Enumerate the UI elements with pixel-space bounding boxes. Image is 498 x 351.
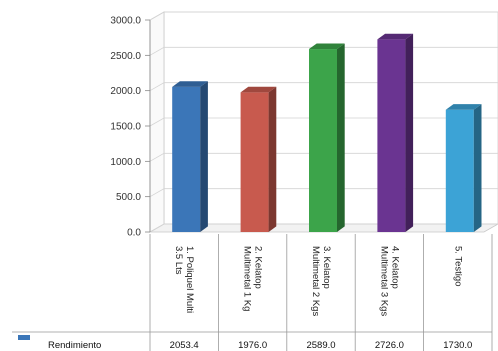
y-tick-label: 2500.0 bbox=[110, 51, 141, 62]
y-tick-label: 1500.0 bbox=[110, 122, 141, 133]
category-label: Multimetal 1 Kg bbox=[242, 246, 253, 311]
category-label: 2. Kelatop bbox=[253, 246, 264, 289]
bar-top bbox=[445, 104, 482, 110]
y-tick-label: 500.0 bbox=[116, 192, 141, 203]
bar bbox=[309, 43, 345, 232]
y-tick-label: 0.0 bbox=[127, 228, 141, 239]
bar bbox=[240, 86, 277, 232]
bar-top bbox=[377, 33, 414, 40]
bars bbox=[172, 33, 482, 233]
bar-side bbox=[337, 43, 345, 232]
category-label: Multimetal 3 Kgs bbox=[378, 246, 389, 316]
category-label: 3. Kelatop bbox=[321, 246, 332, 289]
bar-side bbox=[473, 104, 482, 232]
bar-top bbox=[172, 81, 208, 87]
data-label: 2053.4 bbox=[170, 340, 199, 351]
bar-front bbox=[309, 49, 337, 232]
bar-top bbox=[240, 86, 277, 93]
y-tick-label: 3000.0 bbox=[110, 16, 141, 27]
y-tick-label: 2000.0 bbox=[110, 86, 141, 97]
bar bbox=[377, 33, 414, 232]
bar-front bbox=[172, 86, 201, 232]
bar-front bbox=[240, 92, 269, 232]
category-label: 4. Kelatop bbox=[389, 246, 400, 289]
legend-label: Rendimiento bbox=[48, 340, 101, 351]
y-axis: 0.0 500.0 1000.0 1500.0 2000.0 2500.0 3000.0 bbox=[110, 16, 151, 239]
category-label: Multimetal 2 Kgs bbox=[310, 246, 321, 316]
data-label: 2589.0 bbox=[306, 340, 335, 351]
category-label: 5. Testigo bbox=[452, 246, 463, 287]
bar-front bbox=[445, 109, 474, 232]
bar-front bbox=[377, 39, 406, 232]
bar bbox=[172, 81, 208, 233]
bar-side bbox=[405, 33, 414, 232]
data-label: 2726.0 bbox=[375, 340, 404, 351]
bar-side bbox=[268, 86, 277, 232]
legend-swatch bbox=[18, 335, 30, 340]
category-label: 1. Poliquel Multi bbox=[184, 246, 195, 313]
category-label: 3.5 Lts bbox=[173, 246, 184, 275]
data-label: 1730.0 bbox=[443, 340, 472, 351]
bar bbox=[445, 104, 482, 232]
bar-side bbox=[200, 81, 208, 233]
data-label: 1976.0 bbox=[238, 340, 267, 351]
bar-top bbox=[309, 43, 345, 50]
gridline bbox=[149, 11, 498, 21]
y-tick-label: 1000.0 bbox=[110, 157, 141, 168]
